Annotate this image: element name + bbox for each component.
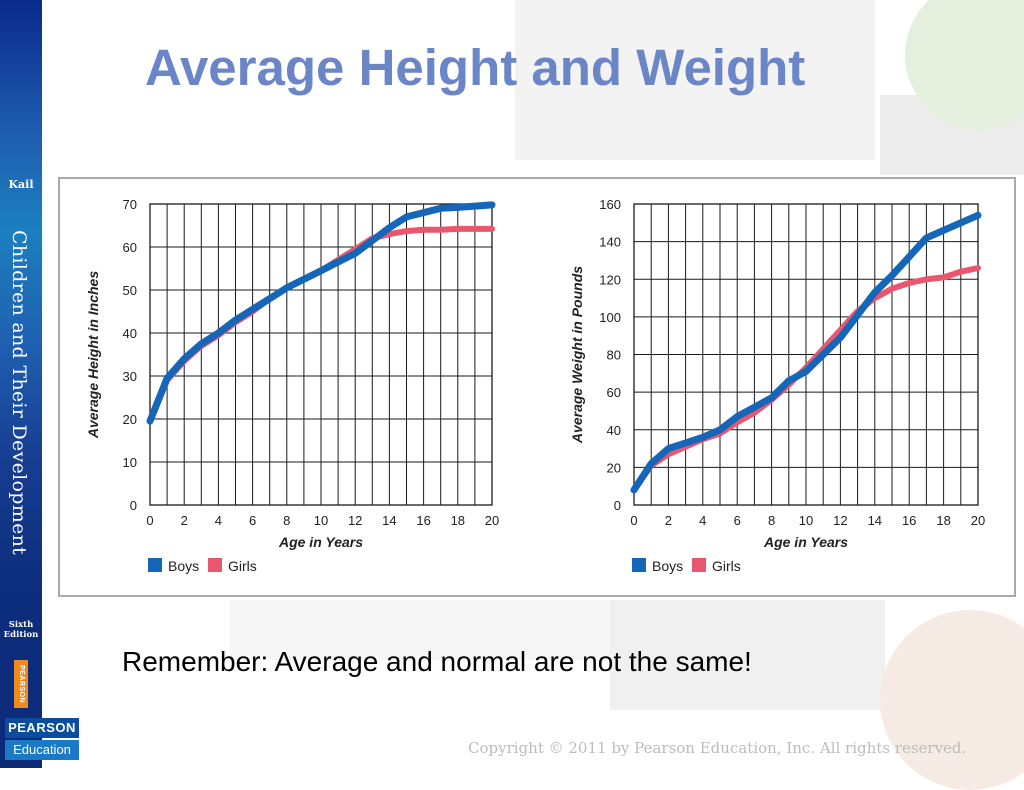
height-chart: 0 2 4 6 8 10 12 14 16 18 20 0 10 20 30 40 50 60 70 Age in Y…	[85, 197, 499, 574]
x-tick-label: 0	[630, 513, 637, 528]
pearson-education-logo: PEARSON Education	[5, 718, 79, 760]
y-tick-label: 60	[607, 385, 621, 400]
legend-label-girls: Girls	[712, 558, 741, 574]
legend-label-boys: Boys	[652, 558, 683, 574]
y-tick-label: 70	[123, 197, 137, 212]
spine-publisher-tab: PEARSON	[14, 660, 28, 708]
x-tick-label: 20	[485, 513, 499, 528]
x-tick-label: 18	[451, 513, 465, 528]
series-line-boys	[630, 211, 982, 494]
x-tick-label: 4	[215, 513, 222, 528]
spine-author: Kail	[8, 178, 34, 191]
series-line-boys	[146, 201, 496, 425]
x-tick-label: 2	[665, 513, 672, 528]
background-tile	[610, 600, 885, 710]
y-tick-label: 20	[123, 412, 137, 427]
y-tick-label: 0	[614, 498, 621, 513]
slide-title: Average Height and Weight	[145, 39, 806, 96]
x-tick-label: 12	[833, 513, 847, 528]
book-spine: Kail Children and Their Development Sixt…	[0, 0, 42, 768]
logo-pearson-text: PEARSON	[5, 718, 79, 738]
y-tick-label: 60	[123, 240, 137, 255]
x-tick-label: 14	[868, 513, 882, 528]
copyright-text: Copyright © 2011 by Pearson Education, I…	[468, 739, 967, 757]
x-tick-label: 12	[348, 513, 362, 528]
plot-frame	[149, 203, 493, 506]
background-tile	[230, 600, 610, 660]
weight-chart: 0 2 4 6 8 10 12 14 16 18 20 0 20 40 60 80 100 120 140 160 Ag…	[569, 197, 985, 574]
x-tick-label: 4	[699, 513, 706, 528]
decorative-circle	[880, 610, 1024, 790]
x-tick-label: 20	[971, 513, 985, 528]
remember-note: Remember: Average and normal are not the…	[122, 646, 752, 677]
y-tick-label: 100	[599, 310, 621, 325]
x-tick-label: 6	[249, 513, 256, 528]
x-tick-label: 10	[314, 513, 328, 528]
legend-label-boys: Boys	[168, 558, 199, 574]
figure-frame: 0 2 4 6 8 10 12 14 16 18 20 0 10 20 30 40 50 60 70 Age in Y…	[58, 177, 1016, 597]
y-tick-label: 0	[130, 498, 137, 513]
background-tile	[515, 0, 875, 160]
x-tick-label: 8	[768, 513, 775, 528]
y-tick-label: 50	[123, 283, 137, 298]
x-tick-label: 0	[146, 513, 153, 528]
legend-label-girls: Girls	[228, 558, 257, 574]
x-tick-label: 10	[799, 513, 813, 528]
spine-book-title: Children and Their Development	[8, 230, 30, 556]
y-axis-title: Average Height in Inches	[85, 271, 101, 439]
plot-frame	[633, 203, 979, 506]
x-tick-label: 14	[382, 513, 396, 528]
y-tick-label: 20	[607, 460, 621, 475]
legend-swatch-girls	[208, 558, 222, 572]
logo-education-text: Education	[5, 740, 79, 760]
y-tick-label: 160	[599, 197, 621, 212]
legend-swatch-boys	[632, 558, 646, 572]
x-axis-title: Age in Years	[763, 534, 848, 550]
x-tick-label: 6	[734, 513, 741, 528]
x-tick-label: 2	[181, 513, 188, 528]
spine-edition: Sixth Edition	[3, 620, 39, 640]
y-tick-label: 40	[607, 423, 621, 438]
y-tick-label: 80	[607, 348, 621, 363]
x-axis-title: Age in Years	[278, 534, 363, 550]
x-tick-label: 8	[283, 513, 290, 528]
y-tick-label: 30	[123, 369, 137, 384]
y-tick-label: 140	[599, 235, 621, 250]
legend-swatch-boys	[148, 558, 162, 572]
x-tick-label: 16	[416, 513, 430, 528]
legend-swatch-girls	[692, 558, 706, 572]
x-tick-label: 16	[902, 513, 916, 528]
y-tick-label: 120	[599, 272, 621, 287]
y-tick-label: 10	[123, 455, 137, 470]
y-axis-title: Average Weight in Pounds	[569, 266, 585, 444]
y-tick-label: 40	[123, 326, 137, 341]
x-tick-label: 18	[936, 513, 950, 528]
